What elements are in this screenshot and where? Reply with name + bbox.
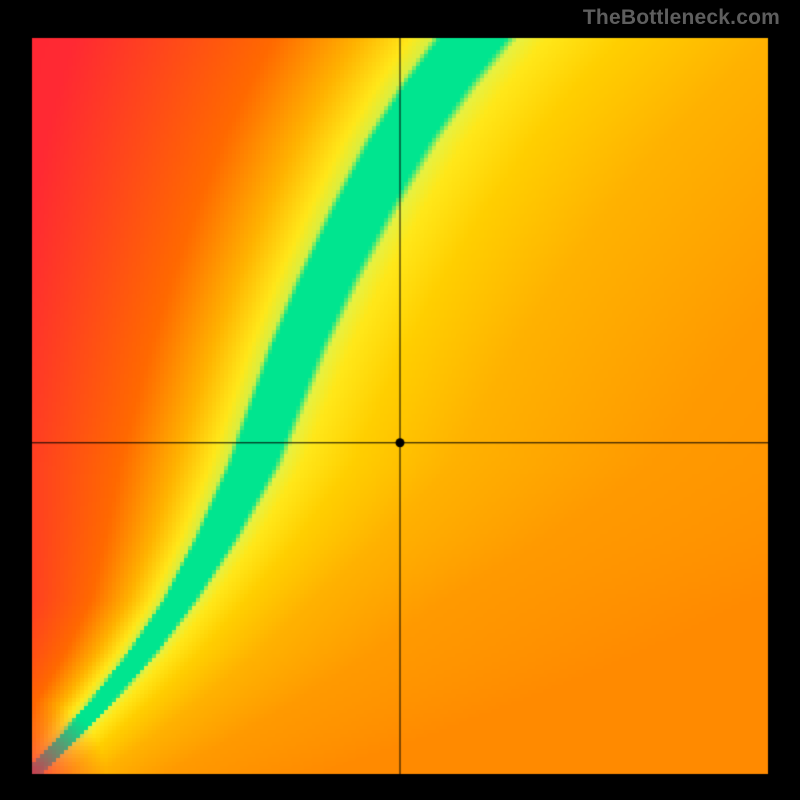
- watermark-text: TheBottleneck.com: [583, 6, 780, 30]
- heatmap-canvas: [0, 0, 800, 800]
- watermark-label: TheBottleneck.com: [583, 6, 780, 29]
- chart-container: TheBottleneck.com: [0, 0, 800, 800]
